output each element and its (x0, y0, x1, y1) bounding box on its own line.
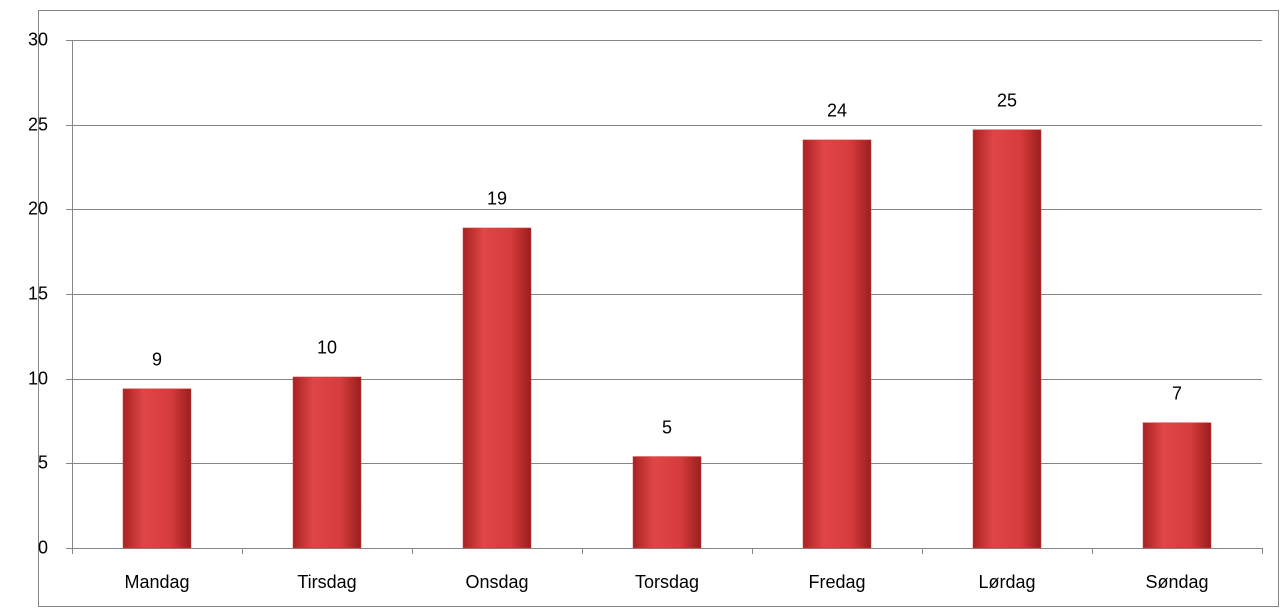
data-label: 24 (827, 101, 847, 121)
data-label: 10 (317, 338, 337, 358)
y-tick-label: 5 (38, 452, 48, 472)
bar (972, 129, 1042, 549)
y-tick-label: 10 (28, 368, 48, 388)
x-tick-label: Mandag (124, 572, 189, 592)
bar (292, 376, 362, 549)
x-tick-label: Torsdag (635, 572, 699, 592)
bar (462, 227, 532, 549)
y-tick-label: 20 (28, 198, 48, 218)
x-tick-label: Tirsdag (297, 572, 356, 592)
y-tick-label: 15 (28, 283, 48, 303)
data-label: 9 (152, 350, 162, 370)
bar (122, 388, 192, 549)
x-tick-label: Fredag (808, 572, 865, 592)
bar (1142, 422, 1212, 549)
bar (802, 139, 872, 549)
bar (632, 456, 702, 549)
data-label: 5 (662, 417, 672, 437)
x-tick-label: Lørdag (978, 572, 1035, 592)
y-tick-label: 25 (28, 114, 48, 134)
x-tick-label: Onsdag (465, 572, 528, 592)
x-tick-label: Søndag (1145, 572, 1208, 592)
data-label: 25 (997, 90, 1017, 110)
y-tick-label: 0 (38, 537, 48, 557)
y-tick-label: 30 (28, 29, 48, 49)
data-label: 19 (487, 189, 507, 209)
data-label: 7 (1172, 383, 1182, 403)
